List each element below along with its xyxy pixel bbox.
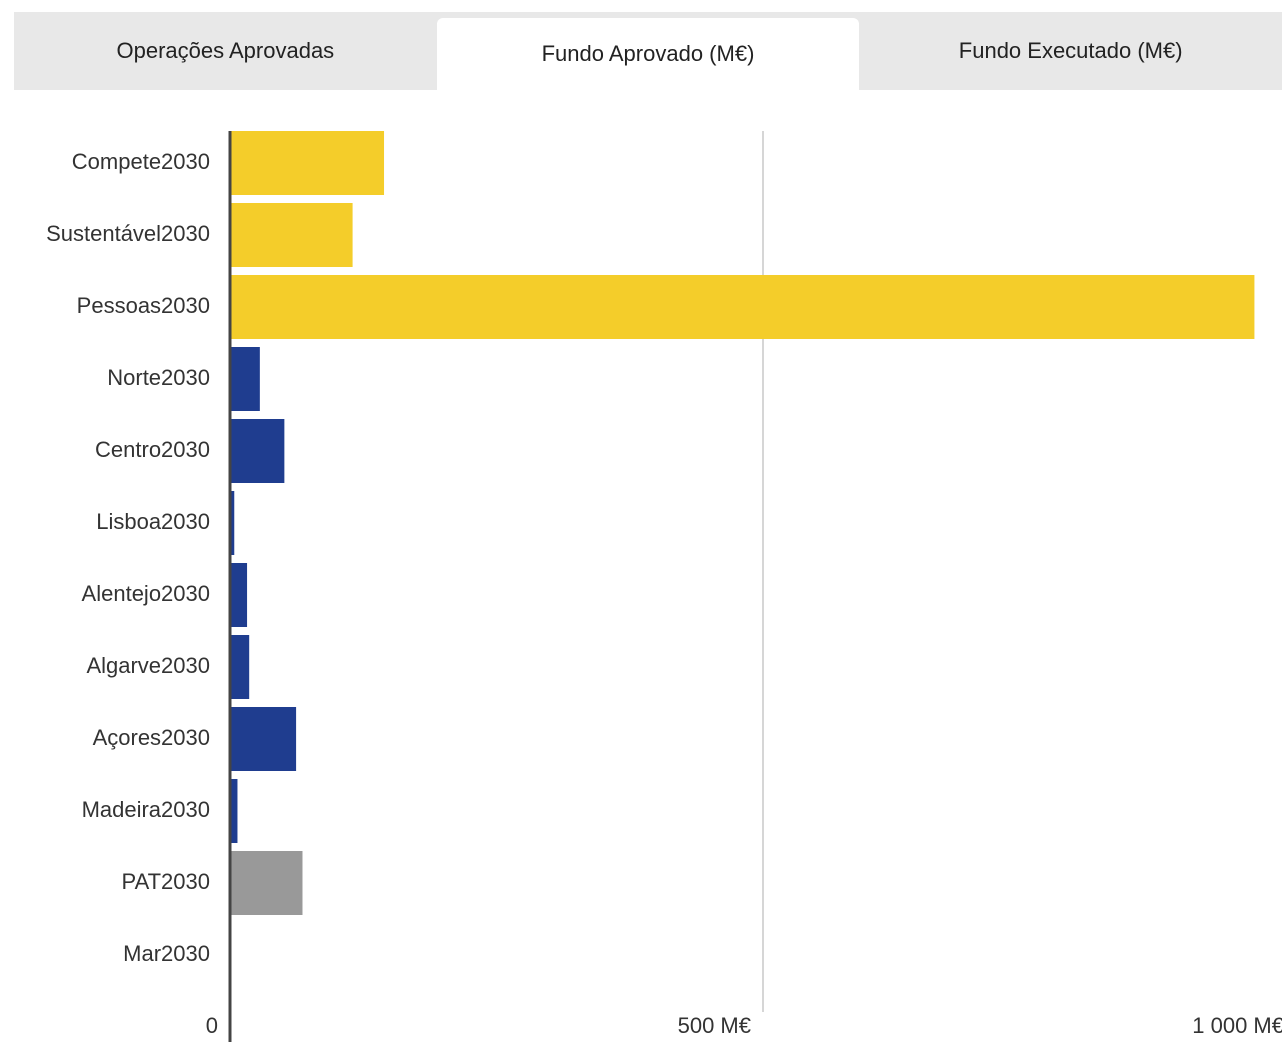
x-tick-label: 500 M€ (678, 1013, 751, 1038)
y-tick-label: Norte2030 (107, 365, 210, 390)
bar (230, 419, 285, 483)
y-tick-label: Pessoas2030 (77, 293, 210, 318)
x-tick-label: 1 000 M€ (1192, 1013, 1282, 1038)
tab[interactable]: Fundo Executado (M€) (958, 38, 1183, 63)
tab[interactable]: Fundo Aprovado (M€) (436, 18, 860, 90)
bar (230, 779, 238, 843)
bar (230, 203, 353, 267)
tab-bar: Operações Aprovadas Fundo Aprovado (M€) Fu… (14, 12, 1282, 90)
y-tick-label: Mar2030 (123, 941, 210, 966)
bar (230, 707, 297, 771)
bar (230, 491, 235, 555)
y-tick-label: PAT2030 (122, 869, 210, 894)
bar (230, 275, 1255, 339)
y-tick-label: Sustentável2030 (46, 221, 210, 246)
bar (230, 131, 385, 195)
y-tick-label: Madeira2030 (82, 797, 210, 822)
y-tick-label: Alentejo2030 (82, 581, 210, 606)
bar (230, 851, 303, 915)
y-tick-label: Lisboa2030 (96, 509, 210, 534)
bar (230, 635, 250, 699)
y-tick-label: Compete2030 (72, 149, 210, 174)
bar (230, 563, 248, 627)
y-tick-label: Açores2030 (93, 725, 210, 750)
bar (230, 347, 260, 411)
y-tick-label: Algarve2030 (86, 653, 210, 678)
x-tick-label: 0 (206, 1013, 218, 1038)
y-tick-label: Centro2030 (95, 437, 210, 462)
tab[interactable]: Operações Aprovadas (116, 38, 335, 63)
